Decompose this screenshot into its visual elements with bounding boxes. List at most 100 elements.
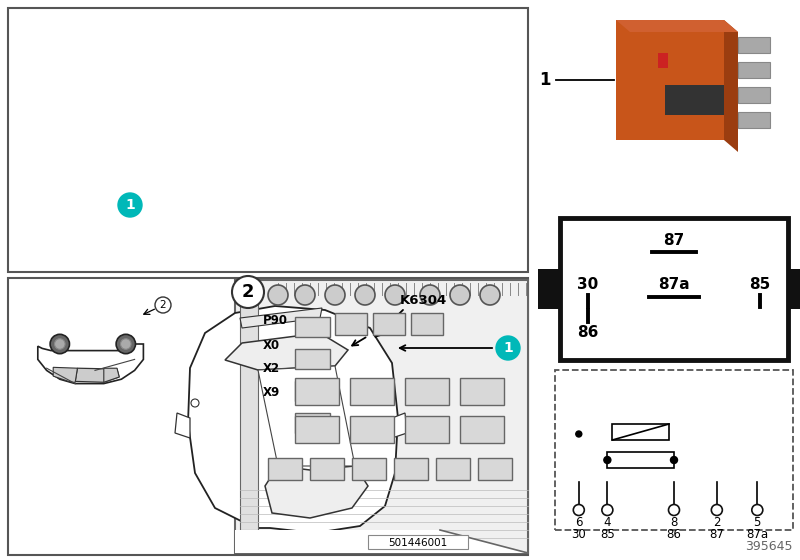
- Bar: [310, 458, 344, 480]
- Circle shape: [355, 285, 375, 305]
- Bar: [658, 53, 668, 68]
- Circle shape: [155, 297, 171, 313]
- Circle shape: [496, 336, 520, 360]
- Polygon shape: [724, 20, 738, 152]
- Text: 501446001: 501446001: [388, 538, 448, 548]
- Bar: [616, 20, 724, 140]
- Text: X9: X9: [263, 385, 280, 399]
- Text: 2: 2: [713, 516, 721, 529]
- Bar: [352, 458, 386, 480]
- Bar: [460, 378, 504, 405]
- Bar: [295, 381, 330, 401]
- Polygon shape: [38, 344, 143, 384]
- Text: 30: 30: [578, 277, 598, 292]
- Circle shape: [295, 285, 315, 305]
- Bar: [373, 313, 405, 335]
- Text: 1: 1: [125, 198, 135, 212]
- Circle shape: [752, 505, 763, 516]
- Bar: [8, 278, 528, 555]
- Bar: [405, 378, 449, 405]
- Text: 30: 30: [571, 528, 586, 540]
- Bar: [738, 37, 770, 53]
- Text: 87: 87: [710, 528, 724, 540]
- Text: 85: 85: [750, 277, 770, 292]
- Circle shape: [191, 399, 199, 407]
- Circle shape: [54, 339, 65, 349]
- Text: 1: 1: [503, 341, 513, 355]
- Bar: [295, 416, 339, 443]
- Polygon shape: [240, 308, 322, 328]
- Text: 6: 6: [575, 516, 582, 529]
- Text: P90: P90: [263, 314, 288, 326]
- Polygon shape: [225, 333, 348, 370]
- Bar: [268, 458, 302, 480]
- Polygon shape: [616, 20, 738, 32]
- Circle shape: [121, 339, 131, 349]
- Text: 8: 8: [670, 516, 678, 529]
- Bar: [295, 317, 330, 337]
- Bar: [240, 285, 258, 530]
- Bar: [607, 452, 674, 468]
- Bar: [8, 8, 528, 272]
- Bar: [478, 458, 512, 480]
- Text: 86: 86: [578, 324, 598, 339]
- Bar: [368, 535, 468, 549]
- Circle shape: [118, 193, 142, 217]
- Bar: [460, 416, 504, 443]
- Text: 85: 85: [600, 528, 614, 540]
- Polygon shape: [54, 367, 78, 382]
- Circle shape: [420, 285, 440, 305]
- Polygon shape: [188, 306, 398, 533]
- Circle shape: [670, 456, 678, 464]
- Polygon shape: [235, 530, 528, 553]
- Circle shape: [325, 285, 345, 305]
- Bar: [738, 112, 770, 128]
- Circle shape: [268, 285, 288, 305]
- Bar: [555, 370, 793, 530]
- Text: 86: 86: [666, 528, 682, 540]
- Circle shape: [711, 505, 722, 516]
- Polygon shape: [258, 366, 355, 466]
- Circle shape: [450, 285, 470, 305]
- Circle shape: [50, 334, 70, 354]
- Bar: [295, 378, 339, 405]
- Text: 395645: 395645: [746, 540, 793, 553]
- Text: 1: 1: [539, 71, 551, 89]
- Circle shape: [602, 505, 613, 516]
- Bar: [350, 416, 394, 443]
- Text: K6304: K6304: [400, 293, 447, 306]
- Polygon shape: [75, 368, 119, 382]
- Bar: [335, 313, 367, 335]
- Bar: [411, 313, 443, 335]
- Text: X2: X2: [263, 362, 280, 375]
- Text: 87a: 87a: [658, 277, 690, 292]
- Polygon shape: [392, 413, 407, 438]
- Polygon shape: [175, 413, 190, 438]
- Bar: [560, 218, 788, 360]
- Bar: [295, 349, 330, 369]
- Circle shape: [604, 456, 611, 464]
- Circle shape: [480, 285, 500, 305]
- Text: 87: 87: [663, 232, 685, 248]
- Bar: [436, 458, 470, 480]
- Bar: [295, 413, 330, 433]
- Text: 4: 4: [604, 516, 611, 529]
- Circle shape: [576, 431, 582, 437]
- Bar: [405, 416, 449, 443]
- Polygon shape: [265, 466, 368, 518]
- Text: 5: 5: [754, 516, 761, 529]
- Circle shape: [385, 285, 405, 305]
- Circle shape: [232, 276, 264, 308]
- Bar: [350, 378, 394, 405]
- Text: 87a: 87a: [746, 528, 768, 540]
- Circle shape: [116, 334, 135, 354]
- Bar: [665, 85, 724, 115]
- Bar: [738, 87, 770, 103]
- Circle shape: [669, 505, 679, 516]
- Bar: [738, 62, 770, 78]
- Text: 2: 2: [242, 283, 254, 301]
- Bar: [394, 458, 428, 480]
- Bar: [235, 280, 528, 553]
- Text: 2: 2: [160, 300, 166, 310]
- Bar: [612, 424, 669, 440]
